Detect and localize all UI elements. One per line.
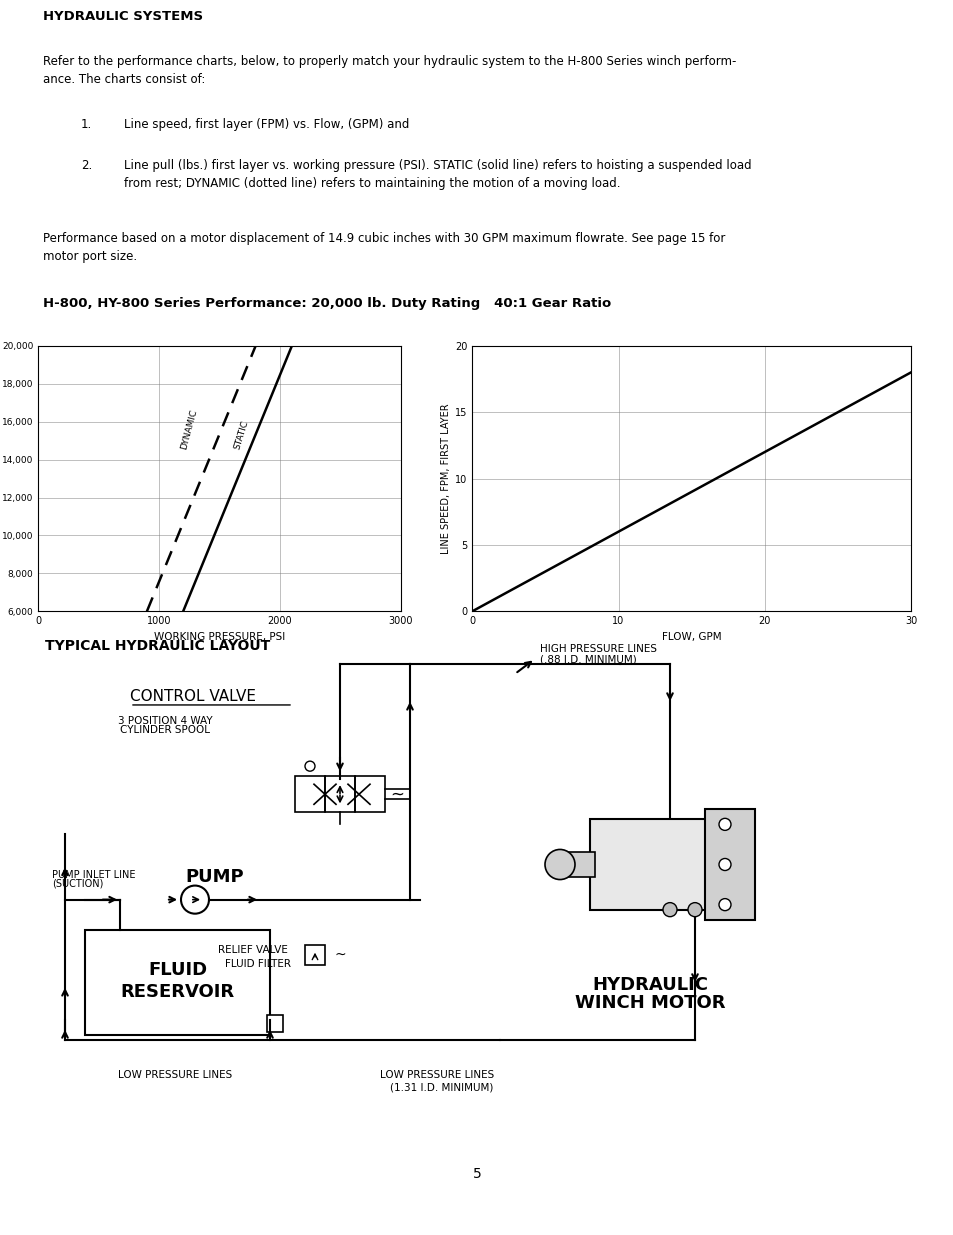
X-axis label: FLOW, GPM: FLOW, GPM bbox=[661, 632, 720, 642]
Text: Performance based on a motor displacement of 14.9 cubic inches with 30 GPM maxim: Performance based on a motor displacemen… bbox=[43, 232, 724, 263]
Text: CYLINDER SPOOL: CYLINDER SPOOL bbox=[120, 725, 210, 735]
Circle shape bbox=[719, 819, 730, 830]
Bar bbox=[589, 819, 709, 910]
Text: HYDRAULIC: HYDRAULIC bbox=[592, 976, 707, 994]
Text: TYPICAL HYDRAULIC LAYOUT: TYPICAL HYDRAULIC LAYOUT bbox=[45, 638, 270, 653]
Bar bbox=[325, 777, 355, 813]
Text: RESERVOIR: RESERVOIR bbox=[120, 983, 234, 1002]
Bar bbox=[704, 809, 754, 920]
Text: LOW PRESSURE LINES: LOW PRESSURE LINES bbox=[118, 1071, 232, 1081]
Y-axis label: LINE SPEED, FPM, FIRST LAYER: LINE SPEED, FPM, FIRST LAYER bbox=[440, 404, 451, 553]
Text: STATIC: STATIC bbox=[233, 419, 250, 450]
Text: 2.: 2. bbox=[81, 159, 92, 172]
Text: WINCH MOTOR: WINCH MOTOR bbox=[574, 994, 724, 1011]
Text: 3 POSITION 4 WAY: 3 POSITION 4 WAY bbox=[117, 716, 213, 726]
Text: (SUCTION): (SUCTION) bbox=[52, 878, 103, 888]
Circle shape bbox=[719, 899, 730, 910]
Circle shape bbox=[719, 858, 730, 871]
Text: Line pull (lbs.) first layer vs. working pressure (PSI). STATIC (solid line) ref: Line pull (lbs.) first layer vs. working… bbox=[124, 159, 751, 190]
X-axis label: WORKING PRESSURE, PSI: WORKING PRESSURE, PSI bbox=[153, 632, 285, 642]
Text: (1.31 I.D. MINIMUM): (1.31 I.D. MINIMUM) bbox=[390, 1082, 493, 1092]
Text: CONTROL VALVE: CONTROL VALVE bbox=[130, 689, 255, 704]
Bar bbox=[355, 777, 385, 813]
Circle shape bbox=[662, 903, 677, 916]
Text: HYDRAULIC SYSTEMS: HYDRAULIC SYSTEMS bbox=[43, 10, 203, 23]
Text: ~: ~ bbox=[335, 947, 346, 962]
Text: FLUID FILTER: FLUID FILTER bbox=[225, 958, 291, 968]
Bar bbox=[559, 852, 595, 877]
Bar bbox=[85, 930, 270, 1035]
Text: 5: 5 bbox=[472, 1167, 481, 1181]
Bar bbox=[305, 945, 325, 965]
Circle shape bbox=[181, 885, 209, 914]
Circle shape bbox=[687, 903, 701, 916]
Bar bbox=[294, 777, 325, 813]
Text: PUMP: PUMP bbox=[185, 867, 243, 885]
Circle shape bbox=[544, 850, 575, 879]
Text: ~: ~ bbox=[390, 785, 403, 803]
Text: H-800, HY-800 Series Performance: 20,000 lb. Duty Rating   40:1 Gear Ratio: H-800, HY-800 Series Performance: 20,000… bbox=[43, 298, 611, 310]
Text: 1.: 1. bbox=[81, 117, 92, 131]
Text: Refer to the performance charts, below, to properly match your hydraulic system : Refer to the performance charts, below, … bbox=[43, 56, 736, 86]
Text: FLUID: FLUID bbox=[148, 961, 207, 979]
Text: PUMP INLET LINE: PUMP INLET LINE bbox=[52, 869, 135, 879]
Text: HIGH PRESSURE LINES: HIGH PRESSURE LINES bbox=[539, 643, 657, 653]
Text: Line speed, first layer (FPM) vs. Flow, (GPM) and: Line speed, first layer (FPM) vs. Flow, … bbox=[124, 117, 409, 131]
Text: RELIEF VALVE: RELIEF VALVE bbox=[218, 945, 288, 955]
Text: (.88 I.D. MINIMUM): (.88 I.D. MINIMUM) bbox=[539, 655, 636, 664]
Text: LOW PRESSURE LINES: LOW PRESSURE LINES bbox=[379, 1071, 494, 1081]
Text: DYNAMIC: DYNAMIC bbox=[179, 408, 198, 450]
